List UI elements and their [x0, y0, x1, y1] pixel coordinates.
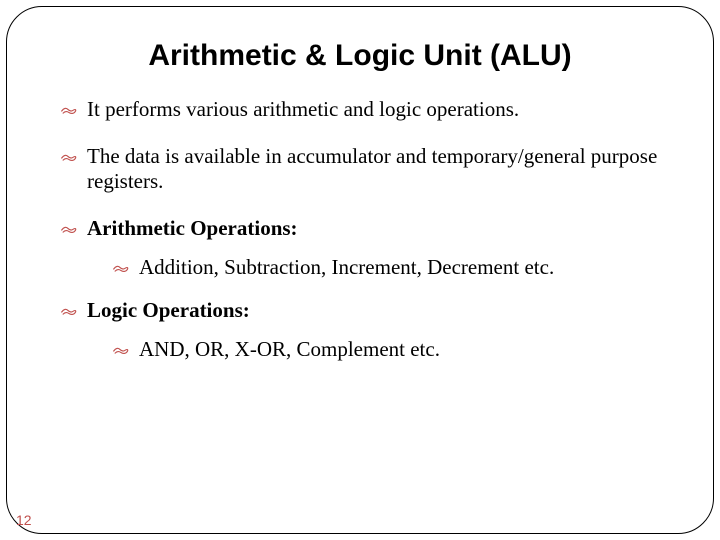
bullet-item: It performs various arithmetic and logic… — [61, 97, 659, 122]
bullet-text: The data is available in accumulator and… — [87, 144, 657, 193]
bullet-item: Arithmetic Operations: Addition, Subtrac… — [61, 216, 659, 280]
slide-title: Arithmetic & Logic Unit (ALU) — [61, 39, 659, 73]
nested-list: AND, OR, X-OR, Complement etc. — [113, 337, 659, 362]
bullet-item: Logic Operations: AND, OR, X-OR, Complem… — [61, 298, 659, 362]
slide-frame: Arithmetic & Logic Unit (ALU) It perform… — [6, 6, 714, 534]
bullet-list: It performs various arithmetic and logic… — [61, 97, 659, 362]
bullet-text: Arithmetic Operations: — [87, 216, 298, 240]
bullet-item: Addition, Subtraction, Increment, Decrem… — [113, 255, 659, 280]
bullet-text: AND, OR, X-OR, Complement etc. — [139, 337, 440, 361]
bullet-item: The data is available in accumulator and… — [61, 144, 659, 194]
bullet-text: Logic Operations: — [87, 298, 250, 322]
bullet-item: AND, OR, X-OR, Complement etc. — [113, 337, 659, 362]
bullet-text: It performs various arithmetic and logic… — [87, 97, 519, 121]
nested-list: Addition, Subtraction, Increment, Decrem… — [113, 255, 659, 280]
page-number: 12 — [16, 512, 32, 528]
bullet-text: Addition, Subtraction, Increment, Decrem… — [139, 255, 554, 279]
